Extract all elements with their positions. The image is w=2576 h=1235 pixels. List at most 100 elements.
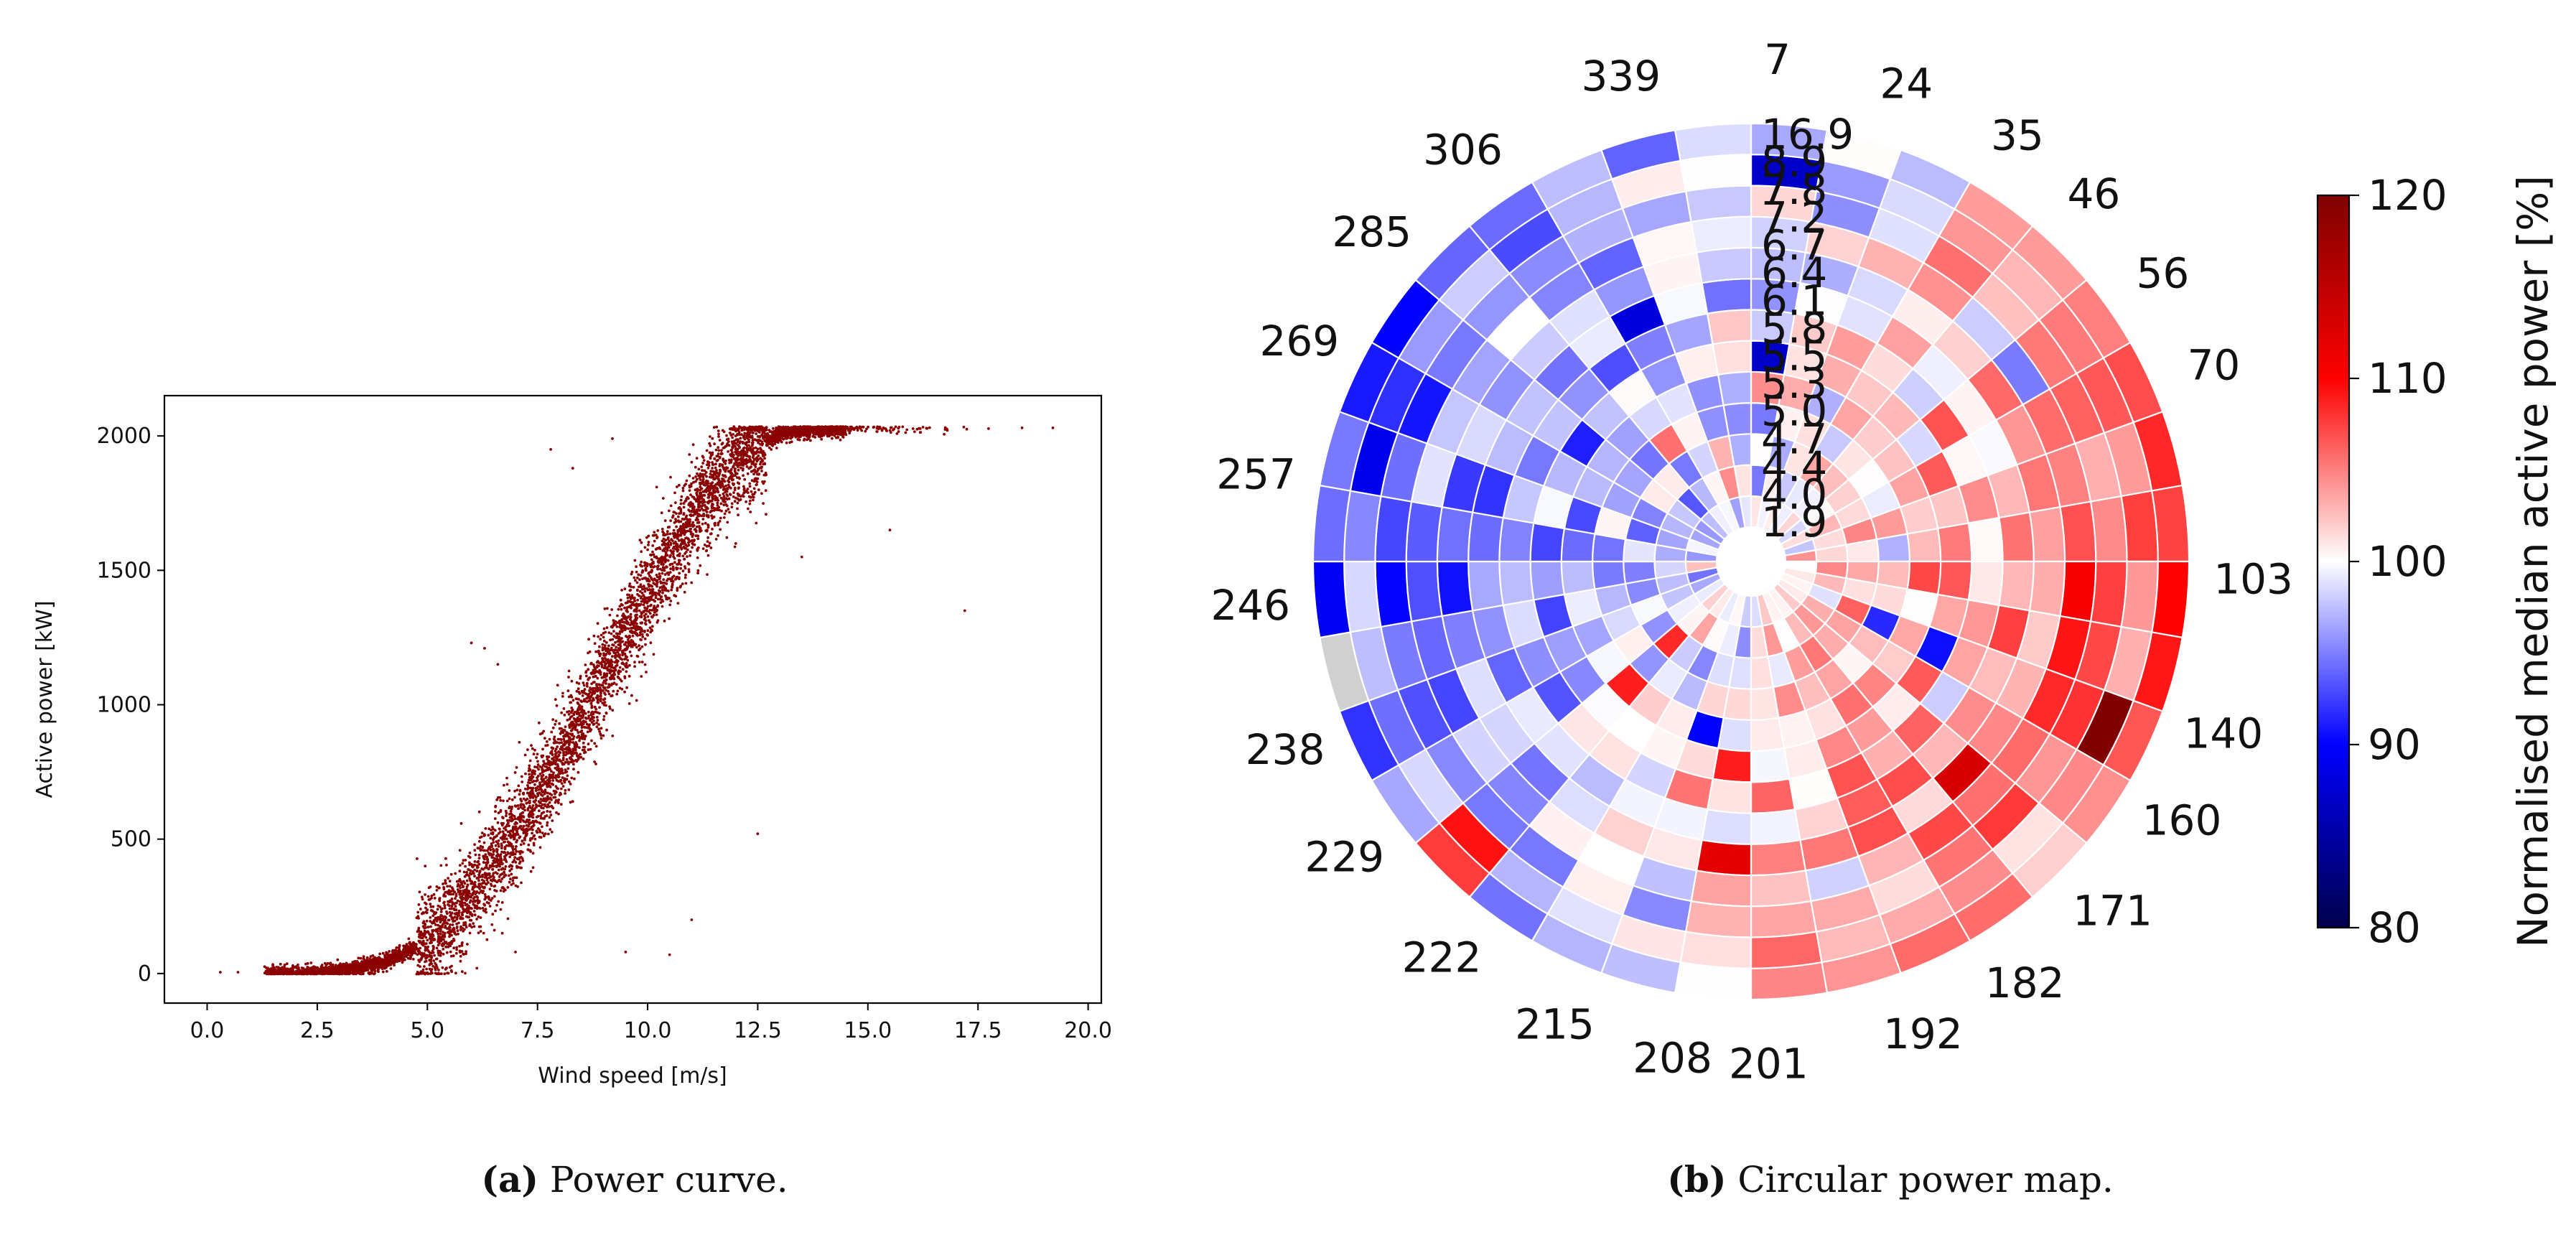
polar-cell [1679,931,1753,969]
colorbar-ticks: 80 90 100 110 120 [2349,171,2447,952]
caption-b-label: (b) [1667,1158,1726,1201]
power-curve-panel: 0.0 2.5 5.0 7.5 10.0 12.5 15.0 17.5 20.0 0 500 100… [32,394,1112,1201]
polar-cell [1343,490,1382,563]
polar-cell [1529,560,1566,601]
angular-label: 246 [1210,581,1290,630]
polar-cell [1405,500,1443,563]
angular-label: 238 [1246,725,1325,774]
radial-label: 5.3 [1761,359,1827,408]
angular-label: 56 [2136,249,2189,298]
angular-label: 192 [1883,1010,1963,1058]
polar-cell [1722,401,1753,437]
x-tick-label: 7.5 [521,1018,555,1043]
y-tick-label: 500 [111,827,151,852]
polar-cell [1684,185,1753,223]
angular-label: 306 [1423,126,1503,174]
colorbar-tick-label: 110 [2368,354,2447,403]
x-tick-label: 12.5 [734,1018,782,1043]
polar-cell [1312,484,1352,563]
y-tick-label: 1000 [97,692,151,717]
polar-cell [1936,522,1973,563]
polar-cell [1674,961,1753,1001]
polar-cell [1750,931,1823,969]
polar-cell [1701,278,1753,314]
radial-label: 16.9 [1761,110,1854,159]
polar-cell [1750,778,1796,814]
radial-label: 1.9 [1761,498,1827,546]
radial-label: 7.8 [1761,165,1827,214]
radial-label: 6.1 [1761,276,1827,325]
angular-label: 257 [1216,449,1296,498]
polar-cell [1712,340,1753,376]
polar-cell [1936,560,1973,601]
polar-cell [1750,717,1786,752]
radial-label: 4.0 [1761,470,1827,518]
radial-label: 4.7 [1761,414,1827,463]
polar-cell [1706,778,1753,814]
polar-cell [2028,560,2066,618]
polar-cell [1750,686,1780,722]
angular-label: 222 [1402,933,1482,982]
colorbar [2316,194,2351,929]
polar-cell [2150,560,2190,639]
polar-cell [1529,522,1566,563]
x-axis-ticks: 0.0 2.5 5.0 7.5 10.0 12.5 15.0 17.5 20.0 [190,1003,1112,1043]
polar-cell [1690,215,1753,253]
angular-label: 103 [2213,554,2293,603]
polar-cell [1560,560,1596,596]
y-tick-label: 2000 [97,424,151,449]
polar-cell [2089,560,2128,628]
scatter-markers [218,425,1055,976]
polar-cell [1706,309,1753,345]
polar-cell [2089,495,2128,563]
polar-cell [1695,246,1753,284]
angular-label: 140 [2183,709,2263,758]
polar-cell [2059,500,2097,563]
radial-label: 5.0 [1761,387,1827,436]
caption-a-text: Power curve. [538,1159,788,1201]
x-axis-label: Wind speed [m/s] [538,1063,727,1089]
polar-cell [1467,511,1504,563]
polar-cell [1436,505,1474,563]
polar-cell [1750,961,1829,1001]
angular-label: 160 [2142,796,2222,845]
polar-cell [1405,560,1443,623]
polar-cell [1679,154,1753,192]
polar-cell [1684,900,1753,938]
colorbar-label: Normalised median active power [%] [2509,175,2557,948]
radial-label: 6.7 [1761,220,1827,269]
polar-cell [2120,490,2159,563]
x-tick-label: 15.0 [844,1018,892,1043]
polar-cell [2120,560,2159,633]
caption-a-label: (a) [481,1158,538,1201]
polar-cell [1498,516,1535,563]
caption-a: (a) Power curve. [481,1158,788,1201]
y-tick-label: 1500 [97,558,151,583]
x-tick-label: 0.0 [190,1018,225,1043]
polar-cell [1591,560,1627,590]
x-tick-label: 17.5 [954,1018,1002,1043]
polar-cell [1967,560,2004,607]
angular-label: 339 [1581,52,1661,101]
scatter-points [218,425,1055,976]
angular-label: 229 [1305,832,1384,881]
radial-label: 8.9 [1761,138,1827,187]
angular-label: 201 [1729,1040,1809,1089]
radial-label: 7.2 [1761,193,1827,242]
polar-cell [1717,370,1753,406]
x-tick-label: 20.0 [1064,1018,1112,1043]
polar-cell [1312,560,1352,639]
angular-label: 208 [1633,1033,1712,1082]
colorbar-tick-label: 90 [2368,720,2421,769]
polar-cell [1875,533,1911,563]
polar-cell [1374,560,1413,628]
polar-cell [1498,560,1535,607]
angular-label: 70 [2187,341,2240,390]
radial-label: 4.4 [1761,442,1827,491]
polar-cell [1690,870,1753,908]
angular-label: 285 [1332,208,1411,256]
caption-b-text: Circular power map. [1727,1159,2114,1201]
